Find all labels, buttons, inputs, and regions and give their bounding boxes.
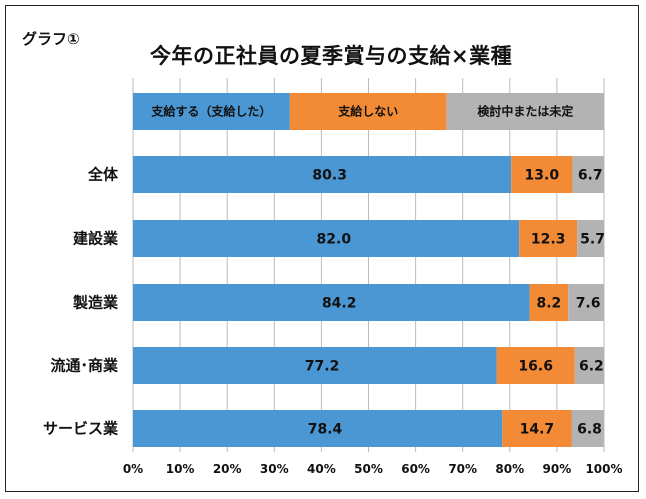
category-label: 全体 (87, 166, 119, 184)
bars: 80.3 13.0 6.7 82.0 12.3 5.7 84.2 8.2 7.6 77.2 16.6… (133, 156, 605, 447)
data-label: 84.2 (322, 296, 357, 312)
data-label: 77.2 (305, 359, 340, 375)
data-label: 12.3 (531, 232, 566, 248)
category-label: 流通･商業 (50, 357, 119, 375)
legend: 支給する（支給した） 支給しない 検討中または未定 (133, 93, 604, 130)
legend-label-1: 支給する（支給した） (150, 104, 271, 119)
bar-segment (511, 156, 573, 193)
bar-segment (133, 220, 520, 257)
chart-tag: グラフ① (22, 30, 80, 48)
bar-segment (133, 284, 530, 321)
bar-segment (133, 347, 497, 384)
data-label: 5.7 (580, 232, 605, 248)
x-tick-label: 20% (213, 462, 242, 476)
legend-swatch-1 (133, 93, 290, 130)
legend-swatch-3 (446, 93, 604, 130)
legend-label-2: 支給しない (337, 104, 398, 119)
legend-label-3: 検討中または未定 (477, 104, 573, 119)
x-tick-label: 30% (260, 462, 289, 476)
x-tick-label: 60% (401, 462, 430, 476)
data-label: 80.3 (312, 168, 347, 184)
x-tick-label: 50% (354, 462, 383, 476)
data-label: 14.7 (520, 422, 555, 438)
bar-segment (577, 220, 604, 257)
grid-lines (132, 78, 605, 452)
category-label: サービス業 (43, 420, 119, 438)
bar-segment (529, 284, 569, 321)
x-axis-ticks: 0% 10% 20% 30% 40% 50% 60% 70% 80% 90% 100% (123, 462, 623, 476)
x-tick-label: 90% (543, 462, 572, 476)
bar-segment (574, 347, 604, 384)
bar-segment (496, 347, 575, 384)
category-label: 建設業 (73, 230, 119, 248)
data-label: 6.7 (578, 168, 603, 184)
bar-segment (571, 410, 604, 447)
data-label: 8.2 (536, 296, 561, 312)
bar-segment (572, 156, 604, 193)
bar-segment (568, 284, 604, 321)
bar-segment (519, 220, 578, 257)
x-tick-label: 70% (448, 462, 477, 476)
data-label: 16.6 (518, 359, 553, 375)
legend-swatch-2 (289, 93, 447, 130)
data-label: 78.4 (308, 422, 343, 438)
bar-segment (133, 156, 512, 193)
data-label: 6.2 (579, 359, 604, 375)
x-tick-label: 10% (166, 462, 195, 476)
x-tick-label: 40% (307, 462, 336, 476)
bar-segment (502, 410, 572, 447)
chart-title: 今年の正社員の夏季賞与の支給×業種 (150, 44, 513, 68)
data-label: 7.6 (576, 296, 601, 312)
data-label: 13.0 (525, 168, 560, 184)
data-label: 82.0 (317, 232, 352, 248)
bar-segment (133, 410, 503, 447)
x-tick-label: 100% (585, 462, 622, 476)
category-label: 製造業 (72, 294, 119, 312)
x-tick-label: 80% (495, 462, 524, 476)
x-tick-label: 0% (123, 462, 143, 476)
data-label: 6.8 (577, 422, 602, 438)
